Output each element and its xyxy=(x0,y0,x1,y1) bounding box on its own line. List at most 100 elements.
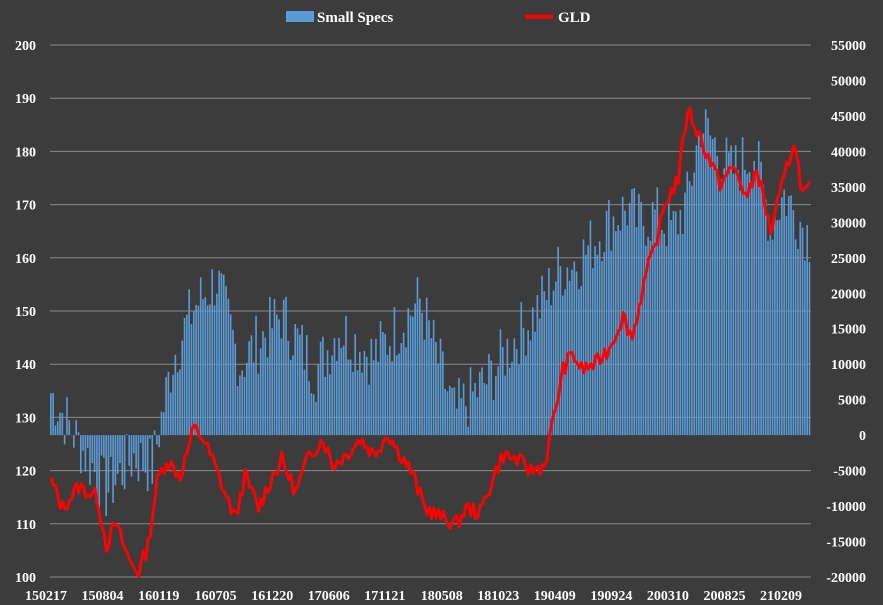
small-specs-bar xyxy=(460,398,463,436)
x-tick-label: 180508 xyxy=(421,589,463,604)
small-specs-bar xyxy=(354,334,357,436)
small-specs-bar xyxy=(799,221,802,436)
small-specs-bar xyxy=(135,435,137,469)
small-specs-bar xyxy=(527,330,529,436)
small-specs-bar xyxy=(190,324,193,436)
small-specs-bar xyxy=(100,435,103,456)
small-specs-bar xyxy=(405,347,407,436)
small-specs-bar xyxy=(737,170,739,436)
small-specs-bar xyxy=(241,370,244,436)
small-specs-bar xyxy=(329,374,331,436)
small-specs-bar xyxy=(186,314,188,436)
small-specs-bar xyxy=(416,277,419,436)
small-specs-bar xyxy=(114,435,117,486)
small-specs-bar xyxy=(435,341,437,436)
small-specs-bar xyxy=(603,252,606,436)
small-specs-bar xyxy=(282,299,285,436)
small-specs-bar xyxy=(123,435,126,490)
small-specs-bar xyxy=(499,329,502,436)
small-specs-bar xyxy=(169,392,172,436)
small-specs-bar xyxy=(534,331,536,436)
small-specs-bar xyxy=(506,338,509,436)
small-specs-bar xyxy=(322,336,324,436)
small-specs-bar xyxy=(508,367,511,436)
small-specs-bar xyxy=(414,303,416,436)
x-tick-label: 181023 xyxy=(477,589,519,604)
small-specs-bar xyxy=(335,360,338,436)
small-specs-bar xyxy=(439,338,442,436)
small-specs-bar xyxy=(96,435,98,496)
small-specs-bar xyxy=(568,280,571,436)
small-specs-bar xyxy=(167,371,170,436)
small-specs-bar xyxy=(269,297,271,436)
small-specs-bar xyxy=(465,405,467,436)
small-specs-bar xyxy=(204,297,207,436)
small-specs-bar xyxy=(331,355,333,436)
small-specs-bar xyxy=(778,219,781,436)
small-specs-bar xyxy=(243,376,246,436)
small-specs-bar xyxy=(137,435,140,482)
small-specs-bar xyxy=(66,397,68,436)
small-specs-bar xyxy=(425,297,428,436)
small-specs-bar xyxy=(651,201,654,436)
small-specs-bar xyxy=(84,435,87,472)
small-specs-bar xyxy=(375,339,377,436)
small-specs-bar xyxy=(308,381,310,436)
small-specs-bar xyxy=(476,397,479,436)
small-specs-bar xyxy=(361,372,363,436)
small-specs-bar xyxy=(142,435,144,472)
small-specs-bar xyxy=(294,324,297,436)
small-specs-bar xyxy=(326,350,329,436)
right-tick-label: 20000 xyxy=(831,287,866,302)
legend-label-gld: GLD xyxy=(558,10,591,26)
small-specs-bar xyxy=(393,307,396,436)
small-specs-bar xyxy=(771,239,774,436)
small-specs-bar xyxy=(165,377,167,436)
small-specs-bar xyxy=(455,408,458,436)
small-specs-bar xyxy=(610,250,612,436)
small-specs-bar xyxy=(730,145,732,436)
left-tick-label: 200 xyxy=(15,39,36,54)
small-specs-bar xyxy=(133,435,135,454)
small-specs-bar xyxy=(255,315,257,436)
legend-swatch-small-specs xyxy=(286,11,314,22)
small-specs-bar xyxy=(448,385,451,436)
small-specs-bar xyxy=(488,353,490,436)
small-specs-bar xyxy=(566,267,569,436)
small-specs-bar xyxy=(442,351,444,436)
small-specs-bar xyxy=(598,241,601,436)
small-specs-bar xyxy=(716,155,719,436)
small-specs-bar xyxy=(359,351,361,436)
right-tick-label: -20000 xyxy=(826,571,866,586)
x-tick-label: 160705 xyxy=(195,589,237,604)
small-specs-bar xyxy=(352,371,354,436)
small-specs-bar xyxy=(93,435,96,472)
small-specs-bar xyxy=(485,384,488,436)
small-specs-bar xyxy=(658,233,661,436)
small-specs-bar xyxy=(654,209,656,436)
small-specs-bar xyxy=(160,411,163,436)
small-specs-bar xyxy=(248,341,250,436)
small-specs-bar xyxy=(804,260,806,436)
right-tick-label: -10000 xyxy=(826,500,866,515)
small-specs-bar xyxy=(808,262,811,436)
small-specs-bar xyxy=(199,277,202,436)
left-tick-label: 120 xyxy=(15,465,36,480)
small-specs-bar xyxy=(400,343,403,436)
small-specs-bar xyxy=(176,372,179,436)
small-specs-bar xyxy=(98,435,101,509)
right-tick-label: 0 xyxy=(859,429,866,444)
x-tick-label: 190924 xyxy=(590,589,632,604)
small-specs-bar xyxy=(748,172,751,436)
small-specs-bar xyxy=(614,231,617,436)
small-specs-bar xyxy=(285,296,287,436)
legend-label-small-specs: Small Specs xyxy=(317,10,393,26)
small-specs-bar xyxy=(227,298,230,436)
small-specs-bar xyxy=(794,239,797,436)
small-specs-bar xyxy=(548,267,550,436)
small-specs-bar xyxy=(82,435,84,451)
small-specs-bar xyxy=(273,299,276,436)
small-specs-bar xyxy=(504,375,506,436)
small-specs-bar xyxy=(109,435,112,457)
small-specs-bar xyxy=(126,434,128,436)
